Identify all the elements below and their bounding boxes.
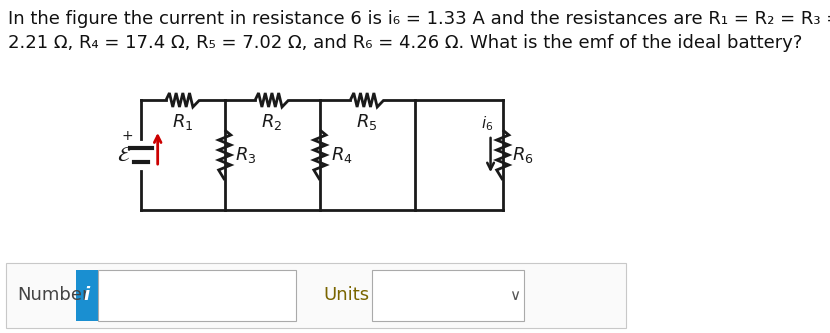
Text: $R_1$: $R_1$	[172, 112, 193, 132]
Bar	[372, 270, 524, 321]
Text: In the figure the current in resistance 6 is i₆ = 1.33 A and the resistances are: In the figure the current in resistance …	[7, 10, 830, 28]
Text: Number: Number	[17, 286, 90, 304]
Text: $R_3$: $R_3$	[236, 145, 256, 165]
Text: $R_6$: $R_6$	[512, 145, 534, 165]
Text: $\mathcal{E}$: $\mathcal{E}$	[117, 145, 131, 165]
Text: 2.21 Ω, R₄ = 17.4 Ω, R₅ = 7.02 Ω, and R₆ = 4.26 Ω. What is the emf of the ideal : 2.21 Ω, R₄ = 17.4 Ω, R₅ = 7.02 Ω, and R₆…	[7, 34, 802, 52]
Text: $R_4$: $R_4$	[330, 145, 353, 165]
Text: i: i	[84, 286, 90, 304]
Text: $R_5$: $R_5$	[356, 112, 378, 132]
Bar	[97, 270, 295, 321]
Text: ∨: ∨	[510, 288, 520, 303]
Bar	[76, 270, 97, 321]
Bar	[6, 263, 626, 328]
Text: $i_6$: $i_6$	[481, 114, 493, 133]
Text: Units: Units	[324, 286, 370, 304]
Text: +: +	[121, 129, 133, 143]
Text: $R_2$: $R_2$	[261, 112, 282, 132]
